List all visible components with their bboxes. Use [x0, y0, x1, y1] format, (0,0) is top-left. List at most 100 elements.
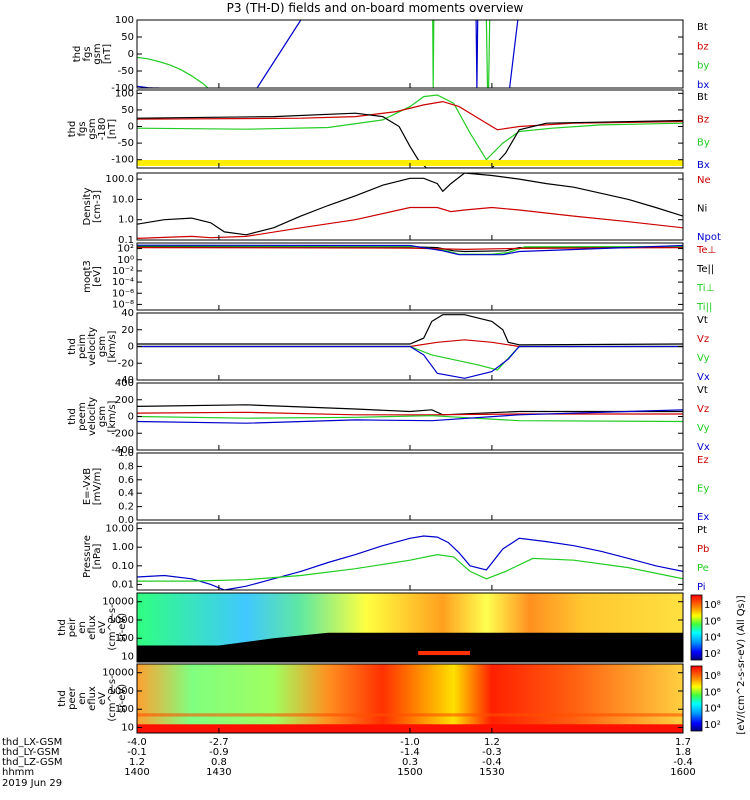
- ylabel-line: thd: [67, 121, 78, 138]
- xaxis-value: 1.7: [675, 737, 691, 748]
- legend-Ti||: Ti||: [696, 302, 712, 313]
- colorbar-label-text: [eV/(cm^2-s-sr-eV) (All Qs)]: [736, 595, 747, 734]
- series-line-Vz: [137, 339, 683, 348]
- panel-fgs_gsm_zoom: 100 50 0 -50 -100 thd fgs gsm -180 [nT] Bt Bz By Bx: [67, 88, 710, 171]
- spectrogram-mid-band: [137, 713, 683, 717]
- series-line-Bt: [137, 112, 683, 168]
- xaxis-value: -1.0: [400, 737, 420, 748]
- legend-Bx: Bx: [697, 160, 710, 171]
- colorbar: [690, 594, 703, 661]
- ytick-label: -200: [111, 428, 134, 439]
- legend-Ex: Ex: [697, 512, 709, 523]
- ylabel-line: [mV/m]: [92, 468, 103, 506]
- series-line-by: [485, 20, 491, 88]
- ytick-label: 10: [121, 723, 134, 734]
- ylabel: moqt3 [eV]: [82, 260, 103, 293]
- ytick-label: 0.0: [118, 515, 134, 526]
- ylabel: Pressure [nPa]: [82, 535, 103, 578]
- series-line-Ni: [137, 173, 683, 236]
- ylabel-line: E=-VxB: [82, 468, 93, 505]
- ylabel-line: eV: [97, 692, 108, 705]
- ytick-label: 10⁰: [117, 255, 134, 266]
- series-line-bx: [256, 20, 302, 88]
- panel-fgs_gsm: 100 50 0 -50 -100 thd fgs gsm [nT] Bt bz by bx: [72, 15, 709, 94]
- ylabel-line: eflux: [87, 686, 98, 711]
- ylabel-line: [cm-3]: [92, 190, 103, 223]
- ytick-label: -50: [118, 66, 134, 77]
- colorbar-tick-label: 10⁴: [704, 704, 721, 715]
- ytick-label: -20: [118, 358, 134, 369]
- ytick-label: 0: [128, 412, 134, 423]
- xaxis-value: 1600: [670, 767, 695, 778]
- panel-frame: [136, 242, 684, 311]
- ytick-label: 10⁻⁸: [112, 299, 134, 310]
- colorbar-tick-label: 10²: [704, 649, 721, 660]
- ytick-label: 10: [121, 652, 134, 663]
- ylabel-line: peem: [77, 402, 88, 430]
- ytick-label: 20: [121, 325, 134, 336]
- colorbar-tick-label: 10⁸: [704, 671, 721, 682]
- xaxis-value: -0.4: [482, 757, 502, 768]
- series-line-Pe: [137, 553, 683, 582]
- ylabel-line: gsm: [97, 406, 108, 427]
- ytick-label: 400: [115, 378, 134, 389]
- legend-By: By: [697, 137, 710, 148]
- panel-peem_velocity: 400 200 0 -200 -400 thd peem velocity gsm [km/s] V…: [67, 378, 710, 456]
- ylabel: thd peir en eflux eV (cm^2-s-sr-eV): [57, 604, 128, 651]
- ytick-label: 100: [115, 88, 134, 99]
- legend-Ez: Ez: [697, 455, 709, 466]
- xaxis-value: 0.3: [402, 757, 418, 768]
- colorbar-tick-label: 10⁸: [704, 600, 721, 611]
- legend-Vt: Vt: [697, 385, 708, 396]
- ylabel-line: -180: [97, 118, 108, 141]
- ylabel-line: sr-eV): [117, 613, 128, 642]
- series-line-Ti⊥: [137, 244, 683, 256]
- ytick-label: 50: [121, 105, 134, 116]
- colorbar-label: [eV/(cm^2-s-sr-eV) (All Qs)]: [736, 595, 747, 734]
- ylabel: Density [cm-3]: [82, 187, 103, 225]
- ylabel-line: en: [77, 692, 88, 705]
- legend-Vx: Vx: [697, 442, 710, 453]
- ylabel-line: thd: [67, 338, 78, 355]
- legend-Pi: Pi: [697, 582, 706, 593]
- xaxis-row-label: thd_LZ-GSM: [2, 757, 63, 768]
- legend-by: by: [697, 61, 709, 72]
- colorbar-tick-label: 10⁴: [704, 633, 721, 644]
- ytick-label: 0.2: [118, 502, 134, 513]
- ytick-label: 10⁻⁴: [112, 277, 134, 288]
- ylabel-line: Pressure: [82, 535, 93, 578]
- ytick-label: 10000: [102, 668, 134, 679]
- ylabel-line: eV: [97, 621, 108, 634]
- ylabel-line: (cm^2-s-: [107, 675, 118, 722]
- legend-Ti⊥: Ti⊥: [696, 283, 714, 294]
- ylabel-line: [nT]: [107, 119, 118, 139]
- ytick-label: -100: [111, 155, 134, 166]
- ylabel-line: [km/s]: [107, 400, 118, 432]
- ytick-label: -50: [118, 138, 134, 149]
- xaxis-value: -0.1: [127, 747, 147, 758]
- ylabel-line: Density: [82, 187, 93, 225]
- ylabel-line: [nPa]: [92, 543, 103, 569]
- ytick-label: 0.01: [112, 579, 134, 590]
- legend-Te⊥: Te⊥: [696, 245, 716, 256]
- series-line-Vx: [137, 345, 683, 379]
- ytick-label: 40: [121, 308, 134, 319]
- legend-Vx: Vx: [697, 372, 710, 383]
- xaxis-value: 1.2: [484, 737, 500, 748]
- legend-Bz: Bz: [697, 115, 709, 126]
- ytick-label: 1000: [109, 686, 134, 697]
- legend-Vy: Vy: [697, 423, 710, 434]
- ylabel-line: en: [77, 621, 88, 634]
- ylabel-line: thd: [57, 619, 68, 636]
- ytick-label: 0: [128, 342, 134, 353]
- ytick-label: -100: [111, 83, 134, 94]
- ylabel: thd peim velocity gsm [km/s]: [67, 327, 118, 366]
- ylabel-line: moqt3: [82, 260, 93, 293]
- ytick-label: 100.0: [105, 174, 134, 185]
- ytick-label: 10⁻²: [112, 266, 134, 277]
- ylabel-line: [km/s]: [107, 330, 118, 362]
- xaxis-value: 1430: [206, 767, 231, 778]
- legend-Te||: Te||: [696, 264, 714, 275]
